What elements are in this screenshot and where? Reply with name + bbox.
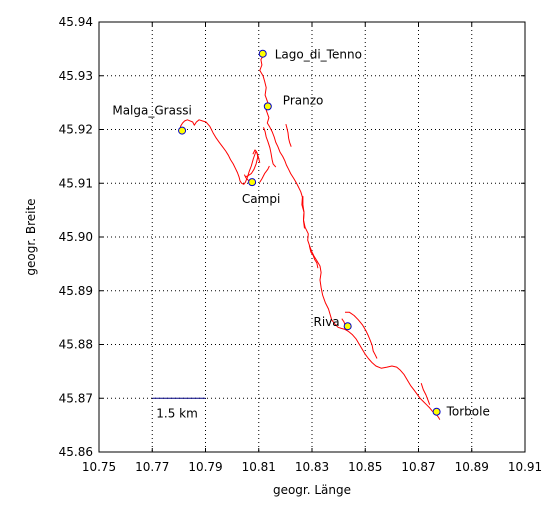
place-label: Torbole [446,405,490,419]
x-tick-label: 10.79 [188,460,222,474]
grid [99,22,525,452]
place-markers [178,49,441,416]
place-marker [343,322,352,331]
place-marker [248,178,257,187]
track-line [345,311,378,359]
track-line [263,127,277,168]
y-axis-ticks: 45.86 45.87 45.88 45.89 45.90 45.91 45.92 45.93… [59,15,525,459]
y-tick-label: 45.89 [59,284,93,298]
track-line [259,165,270,183]
place-label: Lago_di_Tenno [275,48,362,62]
place-label: Campi [242,192,280,206]
x-tick-label: 10.75 [82,460,116,474]
x-tick-label: 10.81 [242,460,276,474]
x-axis-ticks: 10.75 10.77 10.79 10.81 10.83 10.85 10.87 10.89… [82,22,542,474]
y-tick-label: 45.94 [59,15,93,29]
y-tick-label: 45.90 [59,230,93,244]
place-marker [432,407,441,416]
scale-bar-label: 1.5 km [156,406,198,420]
scale-bar: 1.5 km [152,397,206,420]
y-tick-label: 45.91 [59,176,93,190]
place-label: Malga_Grassi [112,104,191,118]
place-label: Riva [314,315,340,329]
place-label: Pranzo [283,93,324,107]
y-tick-label: 45.88 [59,338,93,352]
x-axis-label: geogr. Länge [273,483,351,497]
place-marker [263,102,272,111]
place-marker [258,49,267,58]
x-tick-label: 10.77 [135,460,169,474]
x-tick-label: 10.87 [401,460,435,474]
y-tick-label: 45.93 [59,69,93,83]
track-line [180,119,261,185]
track-line [245,149,259,178]
x-tick-label: 10.83 [295,460,329,474]
track-line [259,55,441,420]
track-line [285,123,292,147]
track-line [302,196,305,229]
x-tick-label: 10.91 [508,460,542,474]
place-marker [178,126,187,135]
y-tick-label: 45.86 [59,445,93,459]
x-tick-label: 10.85 [348,460,382,474]
track-line [308,245,319,269]
track-line [420,383,431,405]
place-labels: Lago_di_Tenno Pranzo Malga_Grassi Campi Riva… [112,48,490,419]
y-tick-label: 45.87 [59,391,93,405]
y-tick-label: 45.92 [59,123,93,137]
x-tick-label: 10.89 [455,460,489,474]
y-axis-label: geogr. Breite [24,198,38,275]
